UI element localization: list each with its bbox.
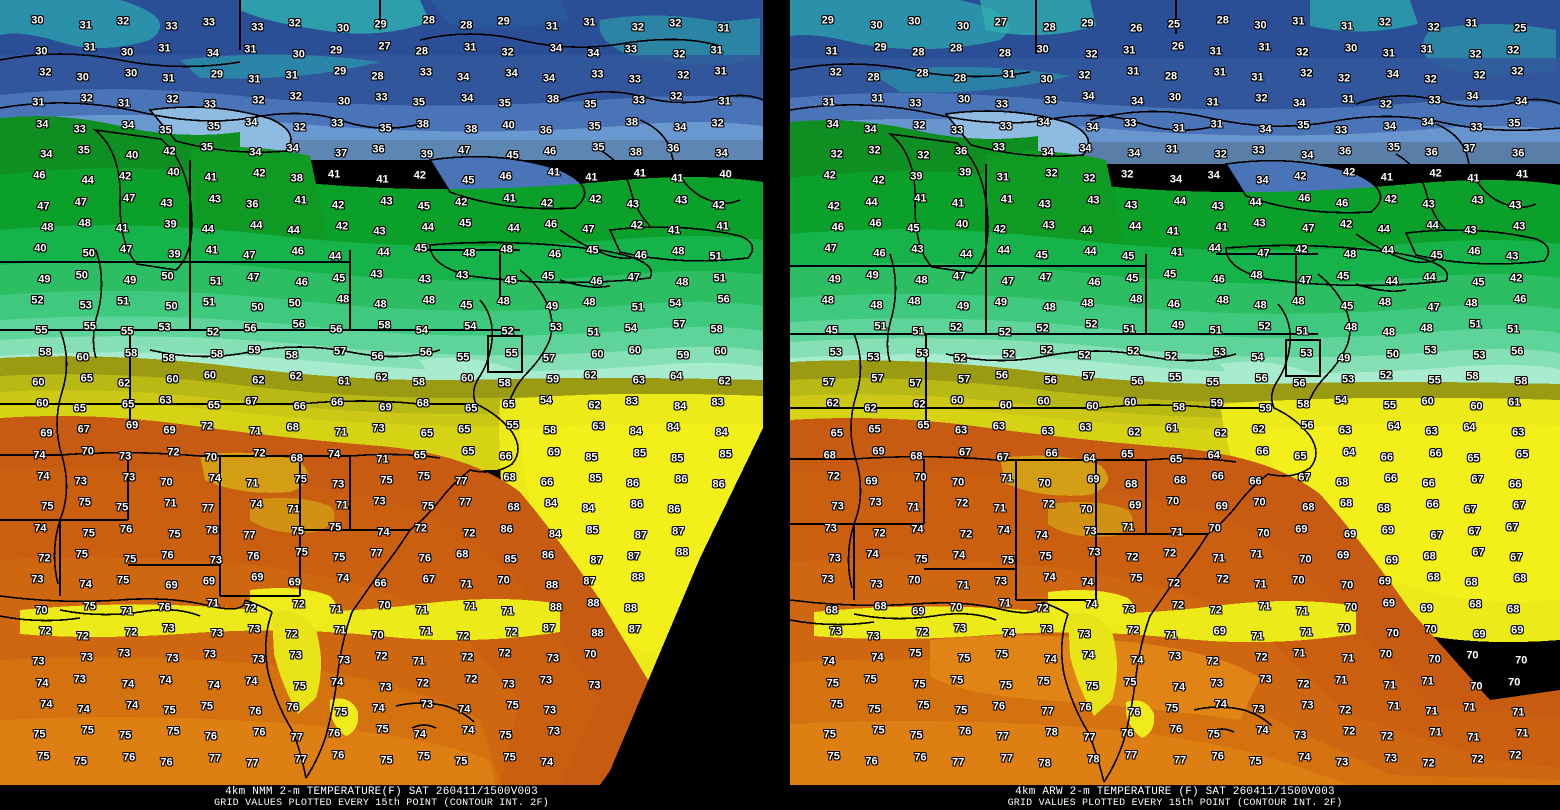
caption-arw-line2: GRID VALUES PLOTTED EVERY 15th POINT (CO… (1007, 798, 1343, 809)
map-canvas-arw (790, 0, 1560, 785)
map-panel-arw[interactable]: 29 30 30 30 27 28 29 26 25 28 30 31 31 32 32 31 25 31 29 28… (790, 0, 1560, 785)
panel-divider (763, 0, 790, 810)
map-canvas-nmm (0, 0, 763, 785)
caption-nmm-line1: 4km NMM 2-m TEMPERATURE(F) SAT 260411/15… (225, 786, 538, 798)
caption-arw: 4km ARW 2-m TEMPERATURE (F) SAT 260411/1… (790, 785, 1560, 810)
caption-nmm: 4km NMM 2-m TEMPERATURE(F) SAT 260411/15… (0, 785, 763, 810)
map-panel-nmm[interactable]: 30 31 32 33 33 33 32 30 29 28 28 29 31 31 32 32 31 30 31 30… (0, 0, 763, 785)
caption-nmm-line2: GRID VALUES PLOTTED EVERY 15th POINT (CO… (214, 798, 549, 809)
caption-arw-line1: 4km ARW 2-m TEMPERATURE (F) SAT 260411/1… (1015, 786, 1335, 798)
